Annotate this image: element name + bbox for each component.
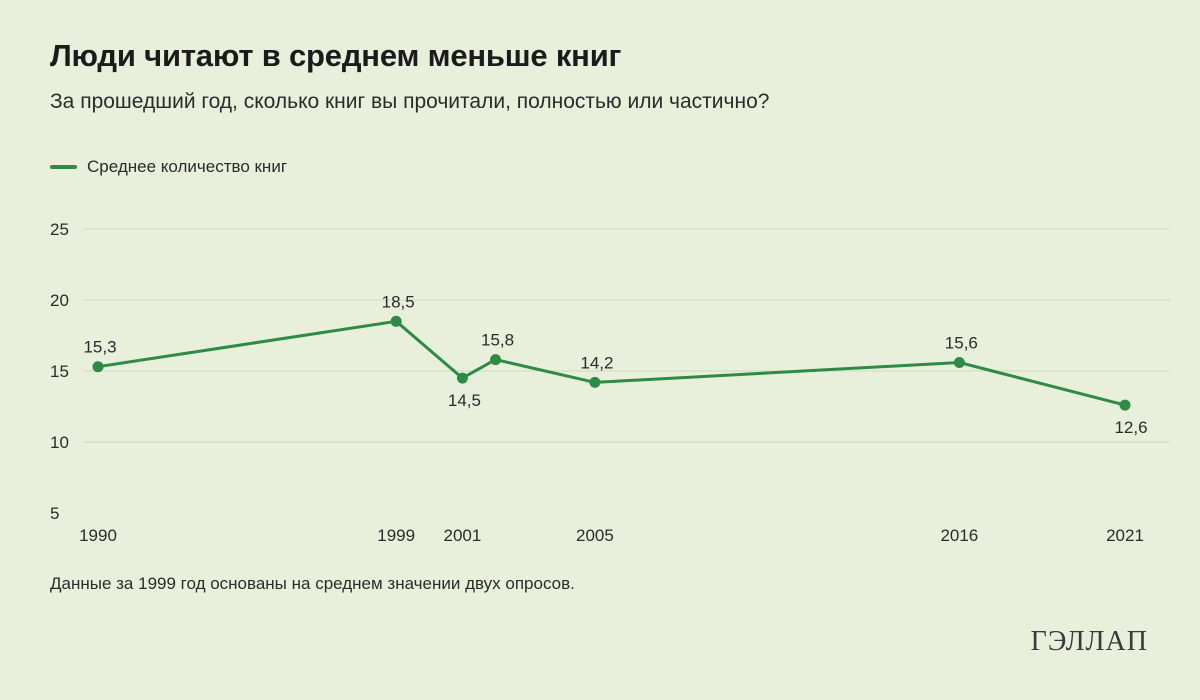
- legend: Среднее количество книг: [50, 157, 287, 177]
- x-tick-label-1990: 1990: [79, 526, 117, 545]
- y-tick-label-25: 25: [50, 220, 69, 239]
- footnote: Данные за 1999 год основаны на среднем з…: [50, 574, 575, 593]
- data-label-2001: 14,5: [448, 391, 481, 410]
- data-point-1999: [390, 315, 402, 327]
- data-point-2001: [456, 372, 468, 384]
- data-label-1990: 15,3: [83, 338, 116, 357]
- data-label-2005: 14,2: [580, 353, 613, 372]
- x-tick-label-2005: 2005: [576, 526, 614, 545]
- chart-title: Люди читают в среднем меньше книг: [50, 38, 622, 73]
- x-tick-label-2016: 2016: [940, 526, 978, 545]
- data-label-2002: 15,8: [481, 331, 514, 350]
- y-tick-label-20: 20: [50, 291, 69, 310]
- data-label-2016: 15,6: [945, 333, 978, 352]
- x-tick-label-1999: 1999: [377, 526, 415, 545]
- y-tick-label-10: 10: [50, 433, 69, 452]
- x-tick-label-2001: 2001: [444, 526, 482, 545]
- legend-label: Среднее количество книг: [87, 157, 288, 176]
- data-point-2005: [589, 376, 601, 388]
- x-tick-label-2021: 2021: [1106, 526, 1144, 545]
- y-tick-label-5: 5: [50, 504, 59, 523]
- chart-subtitle: За прошедший год, сколько книг вы прочит…: [50, 90, 770, 113]
- data-point-1990: [92, 361, 104, 373]
- legend-line-swatch: [50, 165, 77, 169]
- data-point-2021: [1119, 399, 1131, 411]
- brand-logo: ГЭЛЛАП: [1030, 626, 1148, 657]
- data-label-2021: 12,6: [1114, 418, 1147, 437]
- y-tick-label-15: 15: [50, 362, 69, 381]
- data-point-2016: [953, 356, 965, 368]
- data-point-2002: [490, 354, 502, 366]
- data-label-1999: 18,5: [382, 292, 415, 311]
